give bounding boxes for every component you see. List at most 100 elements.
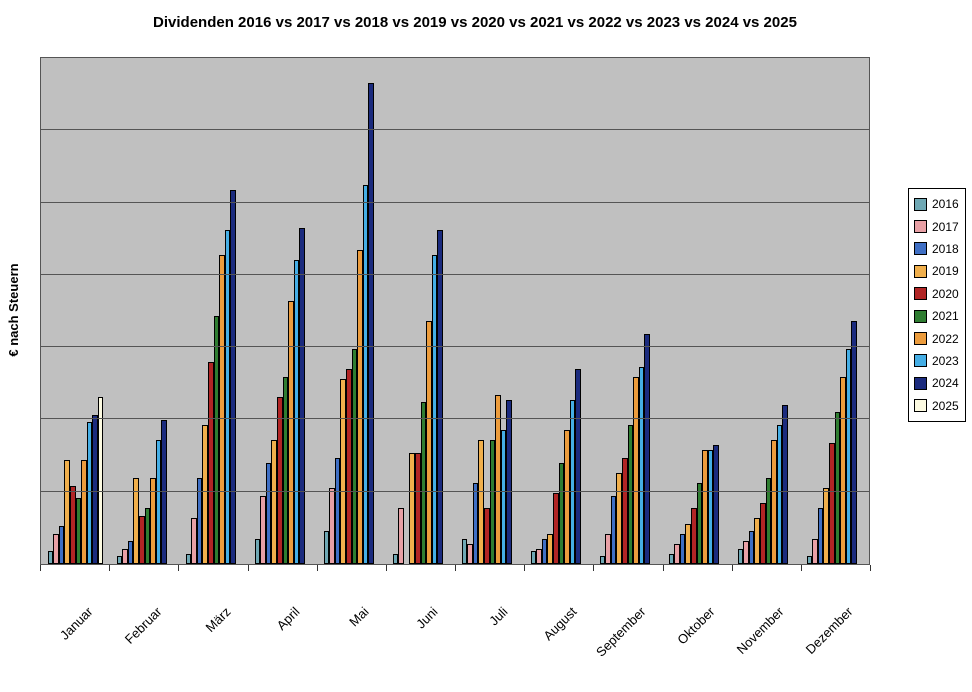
bar-slot <box>685 58 691 564</box>
bar-2017-april <box>260 495 266 564</box>
bar-slot <box>483 58 490 564</box>
bar-slot <box>392 58 399 564</box>
legend-label: 2025 <box>932 398 959 413</box>
bar-2023-april <box>293 260 300 564</box>
legend-item-2017: 2017 <box>914 215 959 237</box>
bar-slot <box>840 58 846 564</box>
bar-slot <box>299 58 305 564</box>
bar-slot <box>305 58 311 564</box>
legend-swatch-2023 <box>914 354 927 368</box>
axis-tick <box>800 565 802 571</box>
axis-tick <box>247 565 249 571</box>
bar-slot <box>547 58 553 564</box>
bar-slot <box>191 58 197 564</box>
bar-2021-april <box>282 376 289 564</box>
bar-2019-november <box>754 518 760 564</box>
bar-2017-mai <box>329 488 335 564</box>
bar-2021-september <box>627 424 634 564</box>
bar-2019-oktober <box>685 523 691 564</box>
bar-2024-märz <box>230 189 236 564</box>
bar-2023-november <box>776 424 783 564</box>
bar-2021-juli <box>489 440 496 564</box>
bar-slot <box>817 58 824 564</box>
bar-2019-april <box>271 440 277 564</box>
bar-slot <box>75 58 82 564</box>
bar-slot <box>437 58 443 564</box>
bar-slot <box>552 58 559 564</box>
legend-item-2025: 2025 <box>914 395 959 417</box>
bar-2018-oktober <box>679 533 686 564</box>
legend-swatch-2018 <box>914 242 927 256</box>
bar-2024-april <box>299 227 305 564</box>
bar-slot <box>707 58 714 564</box>
bar-slot <box>443 58 449 564</box>
bar-slot <box>765 58 772 564</box>
bar-slot <box>420 58 427 564</box>
bar-group-juni <box>386 58 455 564</box>
bar-slot <box>575 58 581 564</box>
bar-group-februar <box>110 58 179 564</box>
bar-slot <box>116 58 123 564</box>
bar-slot <box>512 58 518 564</box>
bar-slot <box>431 58 438 564</box>
bar-2023-august <box>569 399 576 564</box>
bar-2024-mai <box>368 83 374 564</box>
bar-slot <box>633 58 639 564</box>
bar-slot <box>155 58 162 564</box>
bar-slot <box>426 58 432 564</box>
axis-tick <box>870 565 871 571</box>
bar-2016-juni <box>392 553 399 564</box>
bar-2020-juni <box>414 452 421 564</box>
chart-title: Dividenden 2016 vs 2017 vs 2018 vs 2019 … <box>153 14 797 31</box>
bar-slot <box>138 58 145 564</box>
bar-2021-august <box>558 462 565 564</box>
bar-slot <box>219 58 225 564</box>
legend-item-2022: 2022 <box>914 327 959 349</box>
bar-2016-mai <box>323 531 330 564</box>
bar-2016-juli <box>461 538 468 564</box>
bar-slot <box>771 58 777 564</box>
bar-slot <box>207 58 214 564</box>
bars-layer <box>41 58 869 564</box>
bar-2020-februar <box>138 515 145 564</box>
bar-slot <box>748 58 755 564</box>
bar-group-juli <box>455 58 524 564</box>
bar-slot <box>759 58 766 564</box>
bar-slot <box>167 58 173 564</box>
bar-slot <box>599 58 606 564</box>
bar-2018-august <box>541 538 548 564</box>
bar-slot <box>668 58 675 564</box>
bar-group-august <box>524 58 593 564</box>
gridline <box>41 346 869 348</box>
bar-2016-januar <box>47 551 54 564</box>
bar-slot <box>64 58 70 564</box>
bar-slot <box>230 58 236 564</box>
bar-2017-november <box>743 541 749 564</box>
bar-slot <box>696 58 703 564</box>
bar-2022-oktober <box>702 450 708 564</box>
bar-2016-november <box>737 548 744 564</box>
bar-2022-juni <box>426 321 432 564</box>
bar-slot <box>713 58 719 564</box>
axis-tick <box>385 565 387 571</box>
bar-2018-mai <box>334 457 341 564</box>
legend-label: 2017 <box>932 219 959 234</box>
bar-slot <box>679 58 686 564</box>
bar-slot <box>185 58 192 564</box>
bar-slot <box>58 58 65 564</box>
bar-slot <box>857 58 863 564</box>
bar-2019-februar <box>133 477 139 564</box>
bar-2019-september <box>616 472 622 564</box>
bar-slot <box>506 58 512 564</box>
bar-slot <box>776 58 783 564</box>
bar-slot <box>737 58 744 564</box>
gridline <box>41 129 869 131</box>
bar-slot <box>86 58 93 564</box>
axis-tick <box>316 565 318 571</box>
bar-2019-dezember <box>823 488 829 564</box>
bar-2022-dezember <box>840 376 846 564</box>
bar-slot <box>282 58 289 564</box>
gridline <box>41 201 869 203</box>
bar-slot <box>340 58 346 564</box>
bar-slot <box>638 58 645 564</box>
